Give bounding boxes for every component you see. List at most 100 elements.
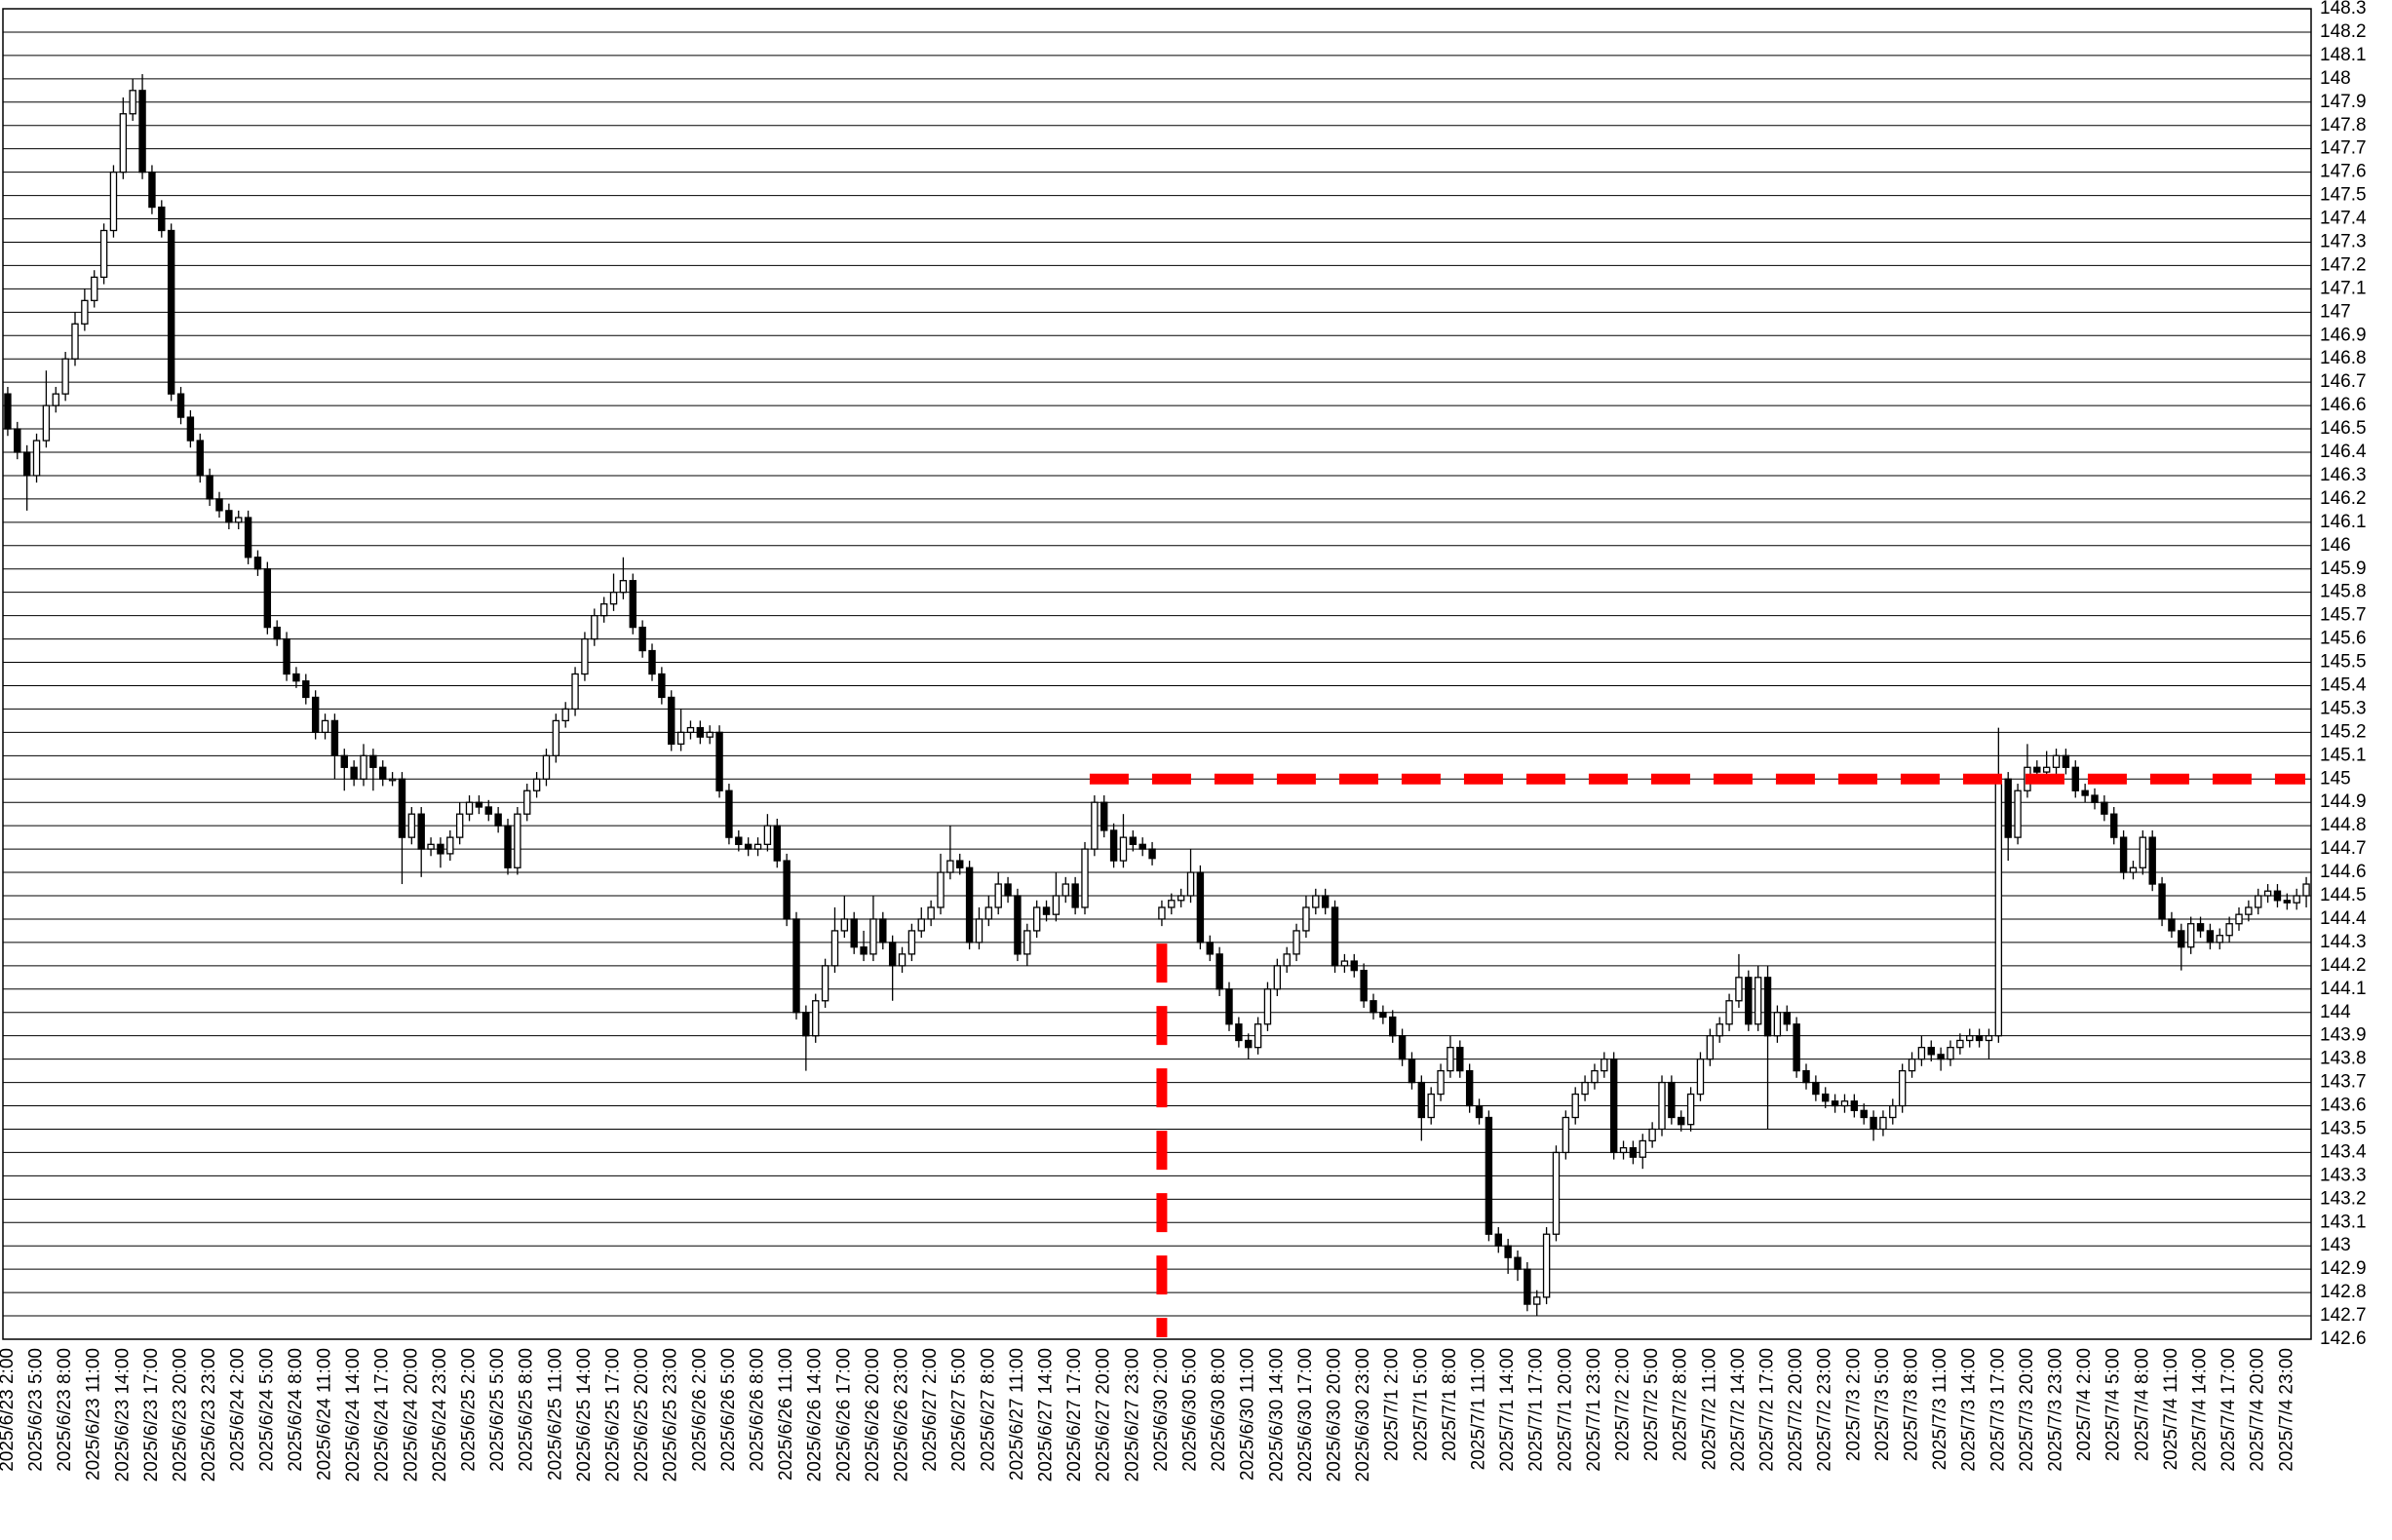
candle-body [148, 171, 156, 209]
x-tick-label: 2025/6/24 17:00 [372, 1348, 393, 1482]
x-tick-label: 2025/7/2 17:00 [1757, 1348, 1778, 1472]
candle-body [850, 918, 858, 948]
x-tick-label: 2025/7/3 23:00 [2046, 1348, 2066, 1472]
candle-body [1235, 1023, 1243, 1042]
candle-body [1389, 1016, 1397, 1037]
candle-body [1148, 848, 1156, 860]
candle-body [1061, 883, 1069, 897]
x-tick-label: 2025/7/1 5:00 [1410, 1348, 1431, 1461]
x-tick-label: 2025/6/30 23:00 [1353, 1348, 1373, 1482]
candle-body [1831, 1100, 1839, 1107]
candle-body [1485, 1116, 1493, 1235]
candle-body [937, 871, 945, 908]
x-tick-label: 2025/7/4 23:00 [2276, 1348, 2296, 1472]
x-tick-label: 2025/6/25 8:00 [517, 1348, 537, 1472]
candle-body [830, 930, 839, 967]
candle-body [1340, 960, 1349, 967]
candle-body [1591, 1069, 1599, 1084]
x-tick-label: 2025/6/23 8:00 [55, 1348, 75, 1472]
y-tick-label: 147.8 [2320, 115, 2367, 135]
y-tick-label: 144.6 [2320, 862, 2367, 882]
candle-body [599, 603, 608, 617]
candle-body [1379, 1012, 1387, 1019]
candle-body [340, 754, 348, 768]
candle-body [1312, 895, 1320, 908]
candle-body [311, 696, 320, 734]
candle-body [1052, 895, 1061, 915]
candle-body [1725, 1000, 1733, 1025]
y-tick-label: 146.8 [2320, 348, 2367, 368]
candle-body [1138, 843, 1146, 850]
x-tick-label: 2025/7/4 14:00 [2190, 1348, 2211, 1472]
x-tick-label: 2025/7/3 8:00 [1902, 1348, 1922, 1461]
y-tick-label: 147 [2320, 301, 2351, 322]
y-tick-label: 144.3 [2320, 932, 2367, 952]
candle-body [1321, 895, 1330, 908]
candle-body [1812, 1081, 1820, 1096]
x-tick-label: 2025/6/26 5:00 [718, 1348, 739, 1472]
candle-body [686, 726, 695, 734]
candle-body [1937, 1054, 1945, 1060]
candle-body [1447, 1047, 1454, 1072]
candle-body [591, 614, 598, 640]
x-tick-label: 2025/6/23 2:00 [0, 1348, 18, 1472]
candle-body [1822, 1093, 1830, 1102]
x-tick-label: 2025/7/2 8:00 [1671, 1348, 1691, 1461]
y-tick-label: 147.1 [2320, 278, 2367, 298]
candle-body [1168, 900, 1176, 908]
y-tick-label: 146 [2320, 535, 2351, 556]
candle-body [360, 754, 367, 780]
candle-body [119, 113, 128, 173]
x-tick-label: 2025/6/26 11:00 [776, 1348, 796, 1481]
candle-body [196, 440, 204, 477]
y-tick-label: 147.6 [2320, 162, 2367, 182]
candle-body [215, 498, 223, 512]
y-tick-label: 143.1 [2320, 1212, 2367, 1232]
candle-body [753, 843, 762, 850]
candle-body [2283, 900, 2292, 904]
candle-body [1648, 1128, 1656, 1142]
x-tick-label: 2025/7/1 14:00 [1497, 1348, 1518, 1472]
x-tick-label: 2025/6/24 2:00 [228, 1348, 249, 1472]
x-tick-label: 2025/6/26 2:00 [689, 1348, 710, 1472]
candle-body [437, 843, 444, 855]
y-tick-label: 147.5 [2320, 185, 2367, 206]
candle-body [1504, 1245, 1512, 1258]
x-tick-label: 2025/7/3 20:00 [2017, 1348, 2037, 1472]
x-tick-label: 2025/6/30 14:00 [1266, 1348, 1287, 1482]
x-tick-label: 2025/7/1 11:00 [1469, 1348, 1489, 1470]
candle-body [2081, 789, 2089, 796]
candle-body [1331, 906, 1339, 967]
y-tick-label: 145.2 [2320, 721, 2367, 742]
candle-body [1254, 1023, 1262, 1049]
candle-body [321, 719, 329, 734]
candle-body [129, 90, 136, 115]
plot-frame [2, 8, 2312, 1340]
candle-body [763, 825, 772, 845]
candle-body [1802, 1069, 1810, 1084]
candle-body [2033, 766, 2041, 773]
y-tick-label: 145.3 [2320, 698, 2367, 718]
x-tick-label: 2025/7/1 8:00 [1440, 1348, 1460, 1461]
candle-body [2293, 895, 2300, 904]
candle-body [1898, 1069, 1907, 1107]
candle-body [71, 323, 79, 360]
x-tick-label: 2025/6/30 20:00 [1325, 1348, 1345, 1482]
candle-body [1658, 1081, 1666, 1131]
candle-body [1186, 871, 1195, 897]
candle-body [504, 825, 512, 868]
candle-body [2186, 923, 2195, 948]
candle-body [1966, 1035, 1974, 1042]
candle-body [1639, 1139, 1646, 1158]
candle-body [2110, 813, 2118, 838]
candle-body [2042, 766, 2051, 773]
x-tick-label: 2025/7/2 14:00 [1728, 1348, 1749, 1472]
candle-body [1273, 965, 1282, 990]
candle-body [1196, 871, 1205, 943]
candle-body [1494, 1233, 1502, 1247]
y-tick-label: 147.4 [2320, 209, 2367, 229]
candle-body [581, 637, 589, 675]
x-tick-label: 2025/6/23 11:00 [84, 1348, 104, 1481]
